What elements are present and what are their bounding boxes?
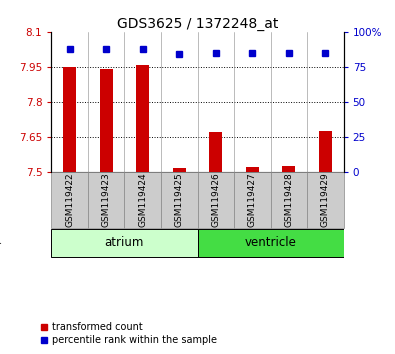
- Text: ventricle: ventricle: [245, 236, 297, 249]
- Bar: [63, 67, 76, 172]
- Text: tissue ▶: tissue ▶: [0, 238, 2, 248]
- FancyBboxPatch shape: [234, 172, 271, 228]
- Title: GDS3625 / 1372248_at: GDS3625 / 1372248_at: [117, 17, 278, 31]
- FancyBboxPatch shape: [51, 172, 88, 228]
- Bar: [100, 69, 113, 172]
- FancyBboxPatch shape: [51, 229, 198, 257]
- Bar: [282, 166, 295, 172]
- Bar: [246, 167, 259, 172]
- Text: GSM119425: GSM119425: [175, 172, 184, 227]
- Text: GSM119424: GSM119424: [138, 172, 147, 227]
- FancyBboxPatch shape: [161, 172, 198, 228]
- Legend: transformed count, percentile rank within the sample: transformed count, percentile rank withi…: [36, 319, 221, 349]
- Bar: [136, 64, 149, 172]
- Text: GSM119429: GSM119429: [321, 172, 330, 227]
- Text: GSM119422: GSM119422: [65, 172, 74, 227]
- FancyBboxPatch shape: [124, 172, 161, 228]
- Bar: [319, 131, 332, 172]
- Text: GSM119426: GSM119426: [211, 172, 220, 227]
- Bar: [173, 169, 186, 172]
- FancyBboxPatch shape: [198, 229, 344, 257]
- FancyBboxPatch shape: [307, 172, 344, 228]
- Bar: [209, 132, 222, 172]
- Text: GSM119428: GSM119428: [284, 172, 293, 227]
- Text: atrium: atrium: [105, 236, 144, 249]
- Text: GSM119427: GSM119427: [248, 172, 257, 227]
- FancyBboxPatch shape: [271, 172, 307, 228]
- Text: GSM119423: GSM119423: [102, 172, 111, 227]
- FancyBboxPatch shape: [88, 172, 124, 228]
- FancyBboxPatch shape: [198, 172, 234, 228]
